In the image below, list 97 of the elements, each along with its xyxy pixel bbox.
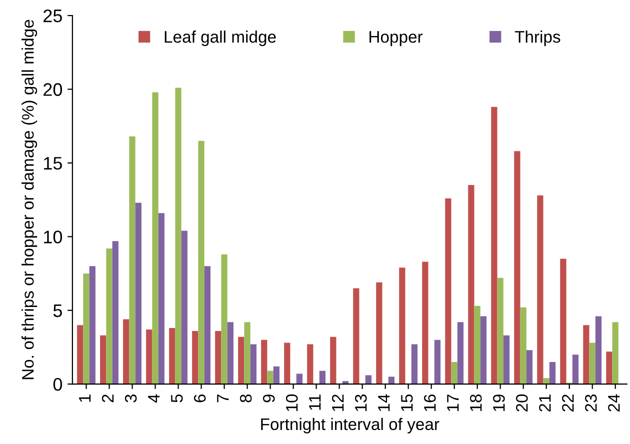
bar xyxy=(307,344,314,384)
bar xyxy=(89,266,96,384)
bar xyxy=(330,336,336,384)
bar xyxy=(215,330,222,384)
bar xyxy=(422,262,428,384)
x-tick-label: 24 xyxy=(608,394,620,412)
x-tick-label: 1 xyxy=(79,394,91,402)
bar xyxy=(491,106,498,384)
bar xyxy=(526,350,533,384)
x-tick-label: 12 xyxy=(332,394,344,412)
y-tick-label: 10 xyxy=(44,230,62,244)
bar xyxy=(181,230,188,384)
x-tick-label: 3 xyxy=(124,394,137,402)
x-tick-label: 16 xyxy=(424,394,436,412)
x-tick-label: 23 xyxy=(585,394,597,412)
x-tick-label: 14 xyxy=(378,394,390,412)
bar xyxy=(503,335,510,384)
bar xyxy=(261,340,268,384)
bar xyxy=(520,307,526,384)
bar xyxy=(106,248,112,384)
bar xyxy=(411,344,418,384)
x-tick-label: 7 xyxy=(217,394,229,402)
bar xyxy=(365,375,372,384)
bar xyxy=(480,316,487,384)
bar xyxy=(250,344,256,384)
legend-label: Hopper xyxy=(370,31,423,46)
bar xyxy=(457,322,464,384)
bar xyxy=(451,362,458,384)
bar xyxy=(152,92,158,384)
bar xyxy=(353,288,360,384)
y-tick-label: 0 xyxy=(53,378,62,391)
bar xyxy=(273,366,280,384)
bar xyxy=(267,370,274,384)
bar xyxy=(169,328,176,384)
x-tick-label: 8 xyxy=(240,394,252,402)
bar xyxy=(284,342,290,384)
bar xyxy=(595,316,602,384)
bar xyxy=(560,258,566,384)
x-tick-label: 11 xyxy=(309,394,321,410)
bar xyxy=(244,322,250,384)
x-tick-label: 13 xyxy=(354,394,367,412)
bar xyxy=(192,330,198,384)
bar xyxy=(146,330,152,384)
bar xyxy=(543,378,550,384)
bar xyxy=(445,198,452,384)
x-tick-label: 17 xyxy=(447,394,459,412)
bar xyxy=(238,336,244,384)
bar xyxy=(537,195,544,384)
x-tick-label: 22 xyxy=(562,394,574,412)
legend-label: Leaf gall midge xyxy=(164,30,276,46)
x-tick-label: 15 xyxy=(401,394,413,412)
y-tick-label: 20 xyxy=(44,83,62,96)
bar xyxy=(83,274,90,384)
bar xyxy=(549,362,556,384)
bar xyxy=(474,306,480,384)
x-tick-label: 4 xyxy=(148,394,160,403)
x-tick-label: 20 xyxy=(516,394,528,412)
bar xyxy=(100,335,106,384)
bar xyxy=(198,140,204,384)
bar xyxy=(434,340,441,384)
bar xyxy=(583,325,590,384)
bar xyxy=(606,352,612,384)
bar xyxy=(123,319,130,384)
bar xyxy=(572,354,579,384)
x-tick-label: 21 xyxy=(539,394,551,412)
bar xyxy=(589,342,596,384)
bar xyxy=(175,88,182,384)
bar xyxy=(112,241,118,384)
bar xyxy=(158,213,164,384)
bar xyxy=(468,185,474,384)
bar xyxy=(399,268,406,384)
x-tick-label: 9 xyxy=(262,394,275,402)
bar xyxy=(77,325,84,384)
x-tick-label: 5 xyxy=(171,394,183,402)
y-axis-title: No. of thrips or hopper or damage (%) gall midge xyxy=(22,20,38,380)
bar xyxy=(204,266,210,384)
bar xyxy=(135,202,142,384)
bar xyxy=(296,374,302,384)
legend-label: Thrips xyxy=(514,30,560,46)
x-axis-title: Fortnight interval of year xyxy=(261,418,440,434)
bar xyxy=(612,322,618,384)
bar xyxy=(129,136,136,384)
y-tick-label: 5 xyxy=(53,304,62,318)
x-tick-label: 10 xyxy=(286,394,298,412)
bar xyxy=(497,278,504,384)
y-tick-label: 15 xyxy=(44,157,62,170)
bar xyxy=(319,370,326,384)
bar xyxy=(227,322,234,384)
bar xyxy=(388,376,395,384)
bar xyxy=(376,282,382,384)
bar xyxy=(221,254,228,384)
x-tick-label: 19 xyxy=(493,394,505,412)
x-tick-label: 18 xyxy=(470,394,482,412)
x-tick-label: 2 xyxy=(102,394,114,402)
y-tick-label: 25 xyxy=(44,9,62,22)
x-tick-label: 6 xyxy=(194,394,206,402)
bar xyxy=(514,151,520,384)
